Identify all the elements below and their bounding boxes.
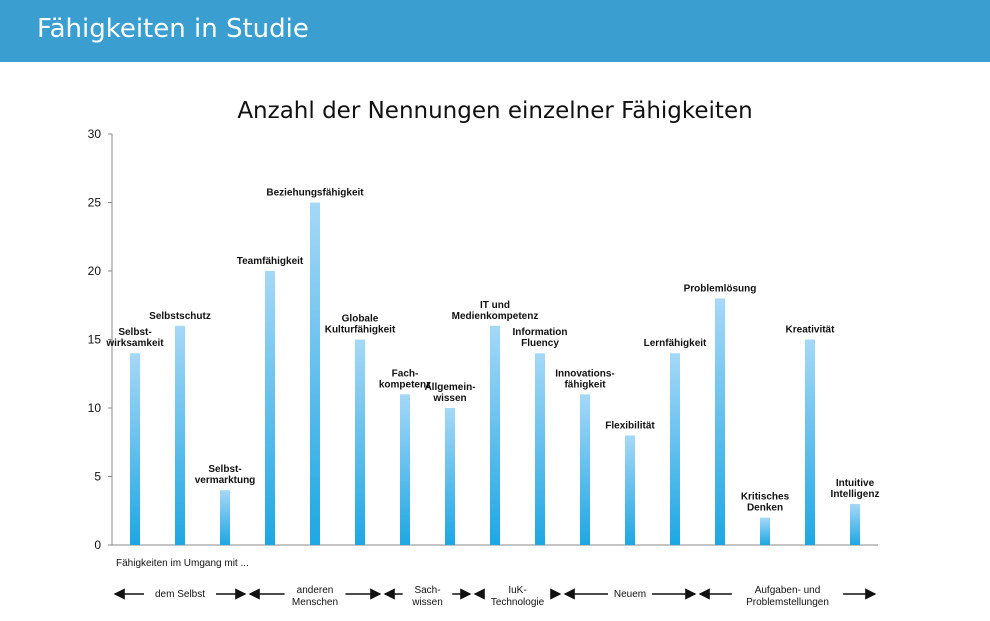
bar [355,339,365,545]
bar-label: IT und Medienkompetenz [452,300,539,322]
y-tick-label: 0 [94,538,101,552]
y-tick-label: 30 [88,127,102,141]
bar [220,490,230,545]
bar [670,353,680,545]
bar-label: Globale Kulturfähigkeit [325,314,396,336]
group-label: dem Selbst [155,589,205,600]
bar [760,517,770,545]
bar-label: Flexibilität [605,420,655,431]
bar-label: Problemlösung [684,283,757,294]
bar [175,325,185,545]
bar [805,339,815,545]
bar [625,435,635,545]
bar [580,394,590,545]
bar-label: Kritisches Denken [741,492,790,514]
bar [715,298,725,545]
bar-label: Innovations-fähigkeit [555,368,614,390]
bar-label: Beziehungsfähigkeit [266,188,364,199]
group-label: IuK-Technologie [491,585,545,608]
y-tick-label: 5 [94,470,101,484]
bar [490,325,500,545]
bar-label: Selbst-vermarktung [195,464,256,486]
group-label: Sach-wissen [411,585,443,608]
bar [535,353,545,545]
bar [310,202,320,545]
y-tick-label: 10 [88,401,102,415]
bar-label: Fach-kompetenz [379,368,431,390]
bar [130,353,140,545]
bar-label: Kreativität [786,325,836,336]
group-label: anderen Menschen [292,585,338,608]
bar [400,394,410,545]
bar [265,271,275,545]
bar-label: Information Fluency [513,327,568,349]
y-tick-label: 15 [88,333,102,347]
bar [445,408,455,545]
y-tick-label: 25 [88,196,102,210]
bar [850,503,860,545]
bar-label: Teamfähigkeit [237,256,304,267]
y-tick-label: 20 [88,264,102,278]
x-axis-label: Fähigkeiten im Umgang mit ... [116,558,249,569]
bar-label: Selbstschutz [149,311,211,322]
bar-label: Selbst-wirksamkeit [105,327,164,349]
header-bar: Fähigkeiten in Studie [0,0,990,62]
bar-label: Allgemein-wissen [424,382,475,404]
header-title: Fähigkeiten in Studie [37,14,309,44]
bar-label: Lernfähigkeit [644,338,707,349]
chart-title: Anzahl der Nennungen einzelner Fähigkeit… [237,98,753,124]
group-label: Aufgaben- und Problemstellungen [746,585,829,608]
bar-label: Intuitive Intelligenz [831,478,880,500]
group-label: Neuem [614,589,646,600]
